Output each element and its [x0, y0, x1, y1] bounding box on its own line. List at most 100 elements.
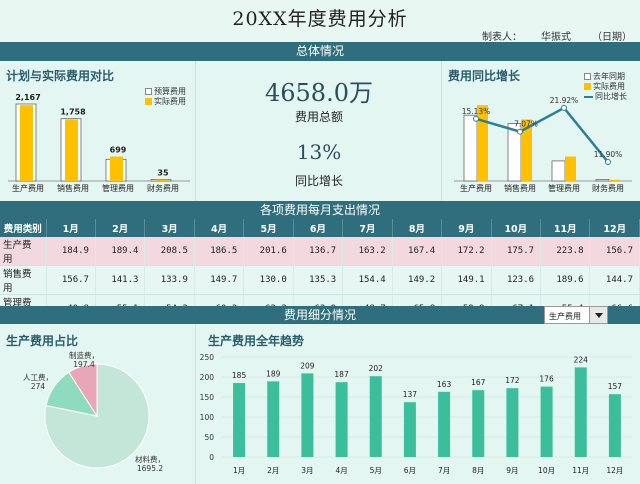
- legend-budget-swatch: [145, 88, 152, 95]
- trend-data-label: 185: [232, 371, 247, 380]
- trend-data-label: 167: [471, 378, 486, 387]
- actual-bar: [609, 179, 620, 181]
- table-cell: 156.7: [46, 265, 96, 295]
- table-cell: 149.2: [392, 265, 443, 295]
- table-cell: 201.6: [243, 237, 294, 266]
- pie-label: 人工费，: [23, 372, 53, 382]
- pie-chart: 材料费，1695.2 人工费，274 制造费，197.4: [23, 350, 165, 473]
- trend-title: 生产费用全年趋势: [208, 334, 305, 348]
- total-expense-value: 4658.0万: [265, 79, 373, 107]
- table-row: 销售费用 156.7 141.3 133.9 149.7 130.0 135.3 154.4 1…: [0, 265, 640, 295]
- table-cell: 135.3: [293, 265, 344, 295]
- actual-bar: [565, 156, 576, 181]
- legend-last-year-label: 去年同期: [593, 72, 625, 81]
- y-tick-label: 250: [200, 353, 215, 362]
- x-tick-label: 10月: [538, 466, 555, 475]
- trend-bar: [267, 381, 280, 457]
- y-tick-label: 0: [209, 453, 214, 462]
- actual-bar: [110, 156, 123, 181]
- table-cell: 149.1: [441, 265, 492, 295]
- y-tick-label: 200: [200, 373, 215, 382]
- data-label: 1,758: [60, 108, 86, 117]
- legend-growth-label: 同比增长: [595, 92, 627, 101]
- table-header: 10月: [491, 219, 542, 237]
- trend-bar: [335, 382, 348, 457]
- trend-data-label: 176: [539, 375, 554, 384]
- table-header: 2月: [95, 219, 146, 237]
- table-header-row: 费用类别 1月 2月 3月 4月 5月 6月 7月 8月 9月 10月 11月 …: [0, 219, 640, 237]
- maker-label: 制表人：: [482, 32, 522, 43]
- legend-last-year-swatch: [584, 73, 591, 80]
- table-header: 8月: [392, 219, 443, 237]
- table-row-label: 生产费用: [0, 237, 47, 266]
- growth-value: 13%: [296, 140, 342, 164]
- trend-bar: [301, 373, 314, 457]
- yoy-chart: 生产费用 销售费用 管理费用 财务费用 15.13% 7.07% 21.92% 11.90%: [454, 96, 632, 193]
- section-monthly: 各项费用每月支出情况: [0, 201, 640, 219]
- trend-bar: [369, 376, 382, 457]
- actual-bar: [477, 105, 488, 181]
- data-label: 35: [157, 169, 169, 178]
- trend-data-label: 187: [334, 370, 349, 379]
- table-cell: 156.7: [589, 237, 640, 266]
- y-tick-label: 100: [200, 413, 215, 422]
- actual-bar: [20, 105, 33, 181]
- x-tick-label: 5月: [370, 466, 382, 475]
- table-cell: 154.4: [342, 265, 393, 295]
- actual-bar: [521, 119, 532, 181]
- growth-point: [473, 115, 479, 122]
- table-cell: 141.3: [95, 265, 146, 295]
- table-cell: 163.2: [342, 237, 393, 266]
- legend-growth-swatch: [584, 95, 593, 98]
- growth-line: [475, 106, 609, 163]
- plan-vs-actual-title: 计划与实际费用对比: [6, 69, 115, 83]
- table-cell: 186.5: [194, 237, 245, 266]
- pie-value-label: 197.4: [73, 360, 95, 369]
- pie-label: 制造费，: [69, 350, 99, 360]
- growth-point: [561, 104, 567, 111]
- trend-data-label: 163: [437, 380, 452, 389]
- table-header: 12月: [589, 219, 640, 237]
- x-tick-label: 8月: [472, 466, 484, 475]
- y-tick-label: 50: [204, 433, 214, 442]
- trend-data-label: 137: [403, 390, 418, 399]
- total-expense-label: 费用总额: [294, 110, 343, 124]
- yoy-title: 费用同比增长: [448, 69, 521, 83]
- growth-label: 7.07%: [514, 120, 538, 129]
- legend-budget-label: 预算费用: [154, 87, 186, 96]
- table-header: 1月: [46, 219, 96, 237]
- section-overview: 总体情况: [0, 42, 640, 61]
- plan-vs-actual-chart: 2,167 生产费用 1,758 销售费用 699 管理费用 35 财务费用: [8, 93, 190, 193]
- pie-value-label: 1695.2: [137, 464, 163, 473]
- last-year-bar: [463, 114, 478, 182]
- table-header: 5月: [243, 219, 294, 237]
- pie-title: 生产费用占比: [6, 334, 79, 348]
- dropdown-arrow-icon[interactable]: [589, 306, 608, 324]
- x-tick-label: 1月: [233, 466, 245, 475]
- legend-yoy-actual-label: 实际费用: [593, 82, 625, 91]
- legend-actual: 实际费用: [145, 96, 186, 107]
- trend-data-label: 172: [505, 376, 520, 385]
- table-cell: 172.2: [441, 237, 492, 266]
- table-row: 生产费用 184.9 189.4 208.5 186.5 201.6 136.7 163.2 1…: [0, 237, 640, 266]
- table-header: 11月: [540, 219, 591, 237]
- table-cell: 133.9: [144, 265, 195, 295]
- category-label: 财务费用: [592, 183, 624, 193]
- data-label: 2,167: [15, 93, 40, 102]
- x-tick-label: 4月: [335, 466, 347, 475]
- title-bar: 20XX年度费用分析 制表人： 华振式 （日期）: [0, 0, 640, 43]
- table-cell: 167.4: [392, 237, 443, 266]
- trend-bar: [608, 394, 621, 457]
- table-cell: 208.5: [144, 237, 195, 266]
- pie-card: 生产费用占比 材料费， 1695.2 人工费， 274 制造费， 197.4: [0, 324, 196, 484]
- section-detail: 费用细分情况: [0, 306, 640, 324]
- legend-actual-swatch: [145, 98, 152, 105]
- last-year-bar: [595, 179, 610, 182]
- growth-point: [517, 128, 523, 135]
- table-row-label: 销售费用: [0, 265, 47, 295]
- maker-name: 华振式: [541, 32, 571, 43]
- legend-last-year: 去年同期: [584, 71, 625, 82]
- category-label: 管理费用: [102, 183, 134, 193]
- date-label: （日期）: [592, 32, 632, 43]
- legend-budget: 预算费用: [145, 86, 186, 97]
